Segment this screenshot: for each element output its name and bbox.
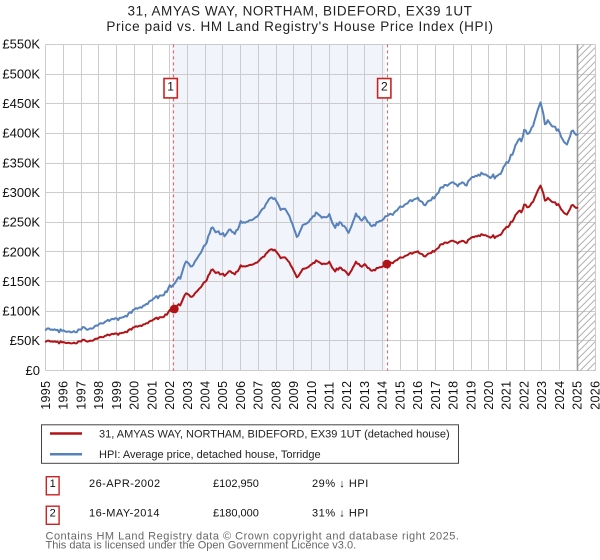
svg-text:2003: 2003	[181, 381, 195, 410]
svg-text:2022: 2022	[517, 381, 531, 410]
svg-text:1995: 1995	[39, 381, 53, 410]
svg-text:2026: 2026	[588, 381, 600, 410]
svg-text:2005: 2005	[216, 381, 230, 410]
svg-text:1: 1	[167, 80, 174, 94]
svg-text:£50K: £50K	[10, 333, 41, 348]
svg-text:16-MAY-2014: 16-MAY-2014	[89, 507, 160, 519]
svg-text:2: 2	[381, 80, 388, 94]
svg-text:2018: 2018	[447, 381, 461, 410]
svg-text:£400K: £400K	[2, 126, 40, 141]
svg-text:2021: 2021	[500, 381, 514, 410]
svg-text:HPI: Average price, detached h: HPI: Average price, detached house, Torr…	[99, 449, 321, 461]
svg-text:£500K: £500K	[2, 66, 40, 81]
svg-text:£150K: £150K	[2, 274, 40, 289]
svg-text:2008: 2008	[269, 381, 283, 410]
svg-text:2016: 2016	[411, 381, 425, 410]
svg-text:1996: 1996	[57, 381, 71, 410]
svg-text:2002: 2002	[163, 381, 177, 410]
svg-text:2012: 2012	[340, 381, 354, 410]
svg-text:2007: 2007	[252, 381, 266, 410]
svg-text:£550K: £550K	[2, 37, 40, 52]
svg-text:2009: 2009	[287, 381, 301, 410]
svg-text:1997: 1997	[74, 381, 88, 410]
svg-text:2020: 2020	[482, 381, 496, 410]
svg-text:2010: 2010	[305, 381, 319, 410]
svg-text:This data is licensed under th: This data is licensed under the Open Gov…	[46, 540, 357, 552]
svg-text:2015: 2015	[393, 381, 407, 410]
svg-text:1998: 1998	[92, 381, 106, 410]
svg-text:2013: 2013	[358, 381, 372, 410]
svg-text:2019: 2019	[464, 381, 478, 410]
svg-text:2000: 2000	[128, 381, 142, 410]
svg-text:2001: 2001	[145, 381, 159, 410]
svg-text:£350K: £350K	[2, 155, 40, 170]
svg-text:£250K: £250K	[2, 215, 40, 230]
svg-text:£450K: £450K	[2, 96, 40, 111]
svg-text:£102,950: £102,950	[213, 478, 259, 490]
svg-text:31, AMYAS WAY, NORTHAM, BIDEFO: 31, AMYAS WAY, NORTHAM, BIDEFORD, EX39 1…	[99, 428, 450, 440]
svg-text:Price paid vs. HM Land Registr: Price paid vs. HM Land Registry's House …	[106, 19, 493, 34]
svg-text:2024: 2024	[553, 381, 567, 410]
svg-text:2017: 2017	[429, 381, 443, 410]
svg-text:£100K: £100K	[2, 304, 40, 319]
svg-text:£0: £0	[26, 363, 40, 378]
svg-text:29% ↓ HPI: 29% ↓ HPI	[312, 478, 369, 490]
svg-text:1: 1	[50, 478, 56, 490]
svg-text:1999: 1999	[110, 381, 124, 410]
svg-text:2004: 2004	[199, 381, 213, 410]
svg-text:2011: 2011	[323, 382, 337, 410]
svg-text:2014: 2014	[376, 381, 390, 410]
svg-text:26-APR-2002: 26-APR-2002	[89, 478, 161, 490]
svg-text:31% ↓ HPI: 31% ↓ HPI	[312, 507, 369, 519]
svg-text:2: 2	[50, 507, 56, 519]
svg-text:2025: 2025	[571, 381, 585, 410]
svg-text:2006: 2006	[234, 381, 248, 410]
svg-text:£200K: £200K	[2, 244, 40, 259]
svg-text:Contains HM Land Registry data: Contains HM Land Registry data © Crown c…	[46, 531, 460, 543]
svg-text:31, AMYAS WAY, NORTHAM, BIDEFO: 31, AMYAS WAY, NORTHAM, BIDEFORD, EX39 1…	[128, 3, 473, 18]
svg-text:£180,000: £180,000	[213, 507, 259, 519]
svg-text:2023: 2023	[535, 381, 549, 410]
svg-text:£300K: £300K	[2, 185, 40, 200]
